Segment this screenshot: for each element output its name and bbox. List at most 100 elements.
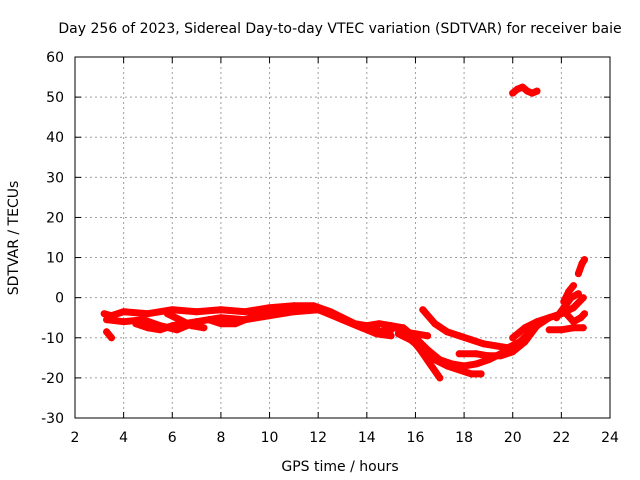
- x-tick-label: 14: [358, 430, 376, 446]
- data-point: [570, 318, 577, 326]
- data-point: [519, 83, 526, 91]
- grid: [75, 57, 610, 418]
- data-point: [426, 360, 434, 368]
- data-point: [232, 320, 239, 328]
- y-tick-label: -20: [41, 371, 64, 387]
- data-point: [570, 304, 577, 312]
- data-point: [560, 304, 568, 312]
- data-point: [103, 328, 111, 336]
- data-point: [188, 322, 196, 330]
- data-point: [314, 306, 322, 314]
- data-point: [375, 328, 383, 336]
- data-point: [560, 298, 568, 306]
- data-point: [565, 288, 573, 296]
- x-tick-label: 16: [407, 430, 425, 446]
- data-points: [100, 83, 588, 382]
- data-point: [163, 310, 171, 318]
- data-point: [477, 370, 485, 378]
- data-point: [574, 290, 582, 298]
- x-tick-label: 2: [71, 430, 80, 446]
- x-tick-label: 10: [261, 430, 279, 446]
- data-point: [319, 306, 327, 314]
- data-point: [205, 316, 213, 324]
- data-point: [553, 314, 560, 322]
- x-axis-label: GPS time / hours: [281, 459, 398, 475]
- data-point: [424, 332, 432, 340]
- data-point: [108, 334, 115, 342]
- data-point: [200, 324, 208, 332]
- data-point: [290, 304, 298, 312]
- data-point: [144, 310, 152, 318]
- data-point: [120, 318, 128, 326]
- plot-frame: [74, 56, 611, 419]
- data-point: [100, 310, 108, 318]
- data-point: [545, 314, 553, 322]
- data-point: [193, 308, 201, 316]
- data-point: [394, 330, 402, 338]
- data-point: [139, 316, 147, 324]
- data-point: [431, 356, 439, 364]
- y-tick-label: 30: [46, 170, 64, 186]
- data-point: [103, 316, 111, 324]
- data-series-sat-d: [163, 310, 208, 332]
- data-point: [574, 270, 582, 278]
- data-point: [562, 310, 570, 318]
- series-trace: [407, 334, 444, 382]
- data-series-sat-f: [103, 328, 115, 342]
- y-tick-label: 0: [55, 291, 64, 307]
- data-series-sat-k: [407, 334, 444, 382]
- x-tick-label: 20: [504, 430, 522, 446]
- data-point: [455, 350, 463, 358]
- y-tick-label: 40: [46, 130, 64, 146]
- data-point: [120, 308, 128, 316]
- data-point: [455, 366, 463, 374]
- data-point: [217, 320, 225, 328]
- data-point: [570, 282, 577, 290]
- data-point: [521, 324, 529, 332]
- data-point: [497, 352, 505, 360]
- y-tick-label: 10: [46, 251, 64, 267]
- data-series-sat-r: [574, 256, 588, 278]
- data-point: [581, 256, 588, 264]
- data-point: [217, 306, 225, 314]
- data-point: [132, 320, 140, 328]
- data-point: [509, 89, 517, 97]
- data-point: [339, 316, 346, 324]
- x-tick-label: 24: [601, 430, 619, 446]
- data-point: [387, 332, 395, 340]
- data-point: [168, 322, 176, 330]
- y-tick-label: -30: [41, 411, 64, 427]
- data-point: [156, 326, 164, 334]
- data-series-sat-o: [545, 324, 587, 334]
- data-point: [581, 310, 588, 318]
- data-point: [436, 374, 444, 382]
- data-point: [261, 310, 269, 318]
- x-tick-label: 22: [552, 430, 570, 446]
- data-point: [533, 318, 541, 326]
- data-series-sat-q: [562, 310, 588, 326]
- data-point: [455, 332, 463, 340]
- x-tick-label: 8: [216, 430, 225, 446]
- data-point: [241, 308, 249, 316]
- data-point: [557, 326, 565, 334]
- data-point: [521, 338, 529, 346]
- x-tick-label: 4: [119, 430, 128, 446]
- data-point: [443, 328, 451, 336]
- x-tick-label: 6: [168, 430, 177, 446]
- data-point: [492, 342, 500, 350]
- data-point: [275, 306, 283, 314]
- data-point: [416, 346, 424, 354]
- y-axis-label: SDTVAR / TECUs: [6, 181, 22, 296]
- data-point: [480, 340, 487, 348]
- data-point: [443, 362, 451, 370]
- x-tick-label: 12: [309, 430, 327, 446]
- data-point: [375, 320, 383, 328]
- axis-ticks: 2 4 6 8 10 12 14 16 18 20 22 24-30-20-1001020304050…: [41, 50, 619, 446]
- data-point: [399, 324, 407, 332]
- data-point: [419, 306, 427, 314]
- data-point: [545, 326, 553, 334]
- data-series-sat-s: [560, 282, 577, 306]
- series-trace: [545, 324, 587, 334]
- data-point: [484, 352, 492, 360]
